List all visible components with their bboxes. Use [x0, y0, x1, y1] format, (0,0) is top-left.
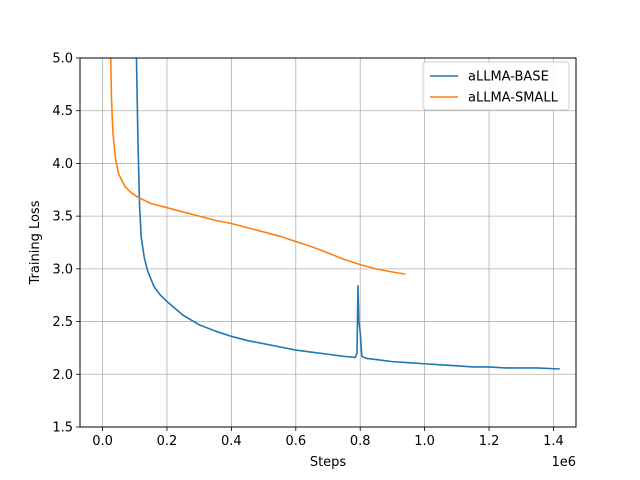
legend-label: aLLMA-BASE: [468, 70, 549, 85]
y-tick-label: 5.0: [52, 52, 73, 67]
x-tick-label: 1.2: [479, 434, 500, 449]
x-tick-label: 0.0: [92, 434, 113, 449]
y-tick-label: 2.5: [52, 315, 73, 330]
legend-label: aLLMA-SMALL: [468, 91, 559, 106]
y-tick-label: 1.5: [52, 421, 73, 436]
series-layer: [109, 58, 560, 370]
ticks: 0.0 0.2 0.4 0.6 0.8 1.0 1.2 1.4 1.5 2.0 2.5 3.0 3.5 4…: [52, 52, 563, 450]
y-tick-label: 4.5: [52, 104, 73, 119]
x-tick-label: 0.4: [221, 434, 242, 449]
x-axis-label: Steps: [310, 455, 347, 470]
y-tick-label: 3.0: [52, 262, 73, 277]
series-line-allma-small: [109, 58, 406, 275]
legend-box: [422, 61, 570, 111]
x-axis-offset-label: 1e6: [551, 455, 576, 470]
legend: aLLMA-BASE aLLMA-SMALL: [422, 61, 570, 111]
series-line-allma-base: [135, 58, 560, 370]
x-tick-label: 1.0: [414, 434, 435, 449]
y-tick-label: 4.0: [52, 157, 73, 172]
y-axis-label: Training Loss: [28, 200, 43, 285]
y-tick-label: 3.5: [52, 210, 73, 225]
x-tick-label: 1.4: [543, 434, 564, 449]
plot-frame: [79, 57, 577, 428]
y-tick-label: 2.0: [52, 368, 73, 383]
x-tick-label: 0.6: [285, 434, 306, 449]
x-tick-label: 0.8: [350, 434, 371, 449]
x-tick-label: 0.2: [157, 434, 178, 449]
